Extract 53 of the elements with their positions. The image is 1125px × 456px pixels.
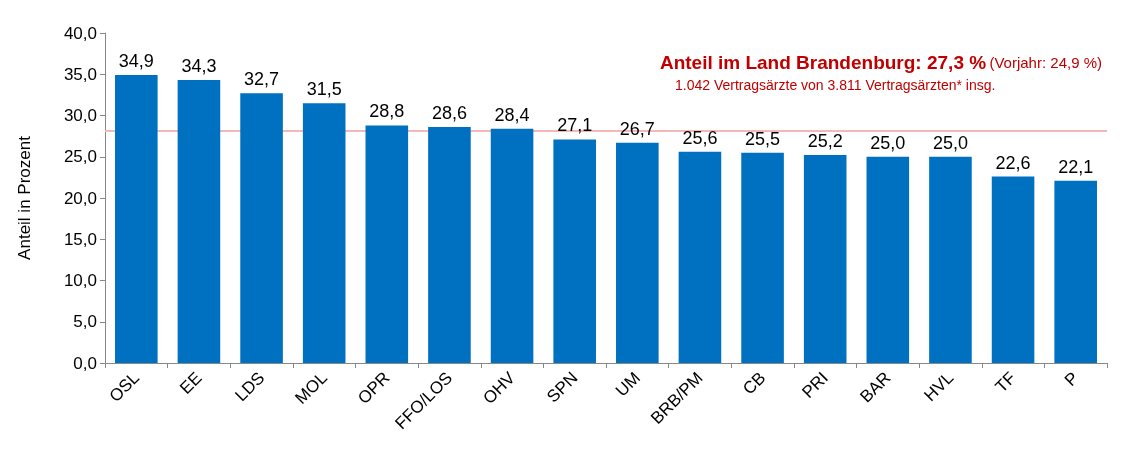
data-label: 31,5 <box>306 79 342 100</box>
data-label: 25,2 <box>807 131 843 152</box>
y-tick-label: 20,0 <box>63 188 97 208</box>
y-tick-label: 5,0 <box>73 312 97 332</box>
bar <box>177 80 221 363</box>
x-tick-label: EE <box>176 368 206 398</box>
bar <box>866 156 910 363</box>
bar <box>115 75 158 363</box>
bar <box>302 103 346 363</box>
data-label: 22,1 <box>1058 156 1094 177</box>
data-label: 32,7 <box>244 69 280 90</box>
y-axis-title: Anteil in Prozent <box>15 135 34 260</box>
x-tick-label: UM <box>611 368 645 401</box>
data-label: 25,6 <box>682 127 718 148</box>
data-label: 25,5 <box>745 128 781 149</box>
annotation: 1.042 Vertragsärzte von 3.811 Vertragsärzten* insg. <box>675 77 996 93</box>
data-label: 34,3 <box>181 56 217 77</box>
bar <box>678 151 722 363</box>
x-tick-label: P <box>1060 368 1083 390</box>
data-label: 28,6 <box>431 103 467 124</box>
bar <box>553 139 596 363</box>
bar <box>741 152 784 363</box>
data-label: 25,0 <box>932 132 968 153</box>
x-tick-label: OSL <box>105 368 144 406</box>
data-label: 28,4 <box>494 104 530 125</box>
bar <box>428 127 471 363</box>
bar <box>490 128 534 363</box>
data-label: 34,9 <box>118 51 154 72</box>
bar <box>240 93 283 363</box>
bar <box>803 155 847 363</box>
data-label: 27,1 <box>557 115 593 136</box>
y-tick-label: 25,0 <box>63 147 97 167</box>
x-tick-label: TF <box>991 368 1020 397</box>
y-tick-label: 30,0 <box>63 106 97 125</box>
bar <box>991 176 1035 363</box>
bar <box>616 142 659 363</box>
bar <box>365 125 409 363</box>
y-tick-label: 0,0 <box>73 353 97 373</box>
data-label: 28,8 <box>369 101 405 122</box>
data-label: 22,6 <box>995 152 1031 173</box>
x-tick-label: CB <box>739 368 770 399</box>
x-tick-label: PRI <box>798 368 832 402</box>
x-tick-label: HVL <box>920 368 958 406</box>
bar <box>1054 180 1097 363</box>
annotation: Anteil im Land Brandenburg: 27,3 % <box>659 52 987 73</box>
data-label: 26,7 <box>619 118 655 139</box>
y-tick-label: 10,0 <box>63 271 97 290</box>
annotation: (Vorjahr: 24,9 %) <box>989 54 1103 71</box>
y-tick-label: 15,0 <box>63 229 97 249</box>
y-tick-label: 35,0 <box>63 64 97 84</box>
y-tick-label: 40,0 <box>63 23 97 43</box>
bar <box>929 156 972 363</box>
data-label: 25,0 <box>870 132 906 153</box>
